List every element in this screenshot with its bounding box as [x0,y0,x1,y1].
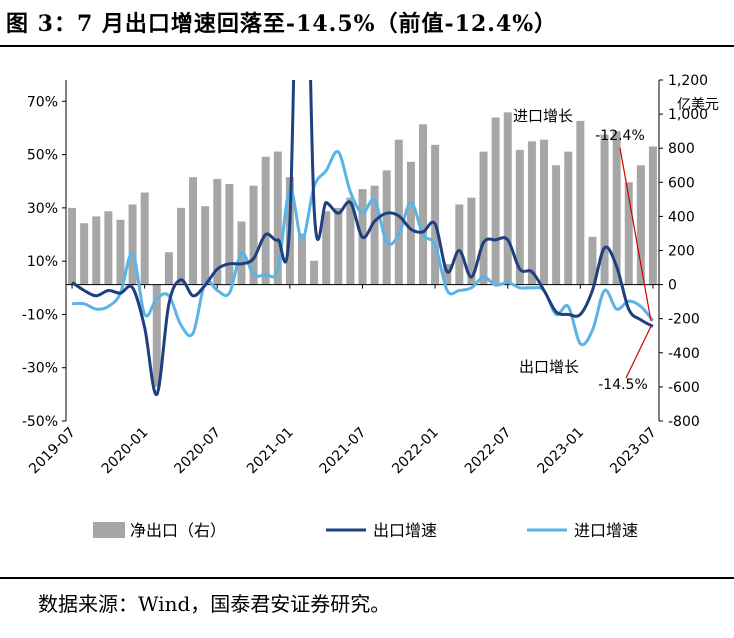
bar-2022-10 [540,139,549,285]
bar-2022-08 [515,149,524,285]
bar-2019-07 [68,207,77,285]
bar-2019-12 [128,204,137,285]
bar-2020-08 [225,184,234,285]
x-tick-label: 2021-01 [244,425,297,478]
bar-2021-10 [394,139,403,285]
bar-2021-06 [346,197,355,285]
bar-2021-08 [370,185,379,285]
right-tick-label: -400 [668,346,700,362]
legend-label-export: 出口增速 [373,521,437,540]
bar-2019-11 [116,219,125,285]
bar-2023-07 [648,146,657,285]
bar-2021-12 [419,124,428,285]
annotation-import: 进口增长 [513,107,573,125]
bar-2023-03 [600,134,609,285]
bar-2021-05 [334,207,343,285]
bar-2020-07 [213,178,222,285]
legend-swatch-net-export [93,522,125,538]
source-note: 数据来源：Wind，国泰君安证券研究。 [38,592,391,616]
bar-2022-09 [527,141,536,285]
bar-2023-01 [576,120,585,285]
bar-2022-04 [467,197,476,285]
chart: 70% 50% 30% 10% -10% -30% -50% 1,200 1,000 800 600… [22,73,719,540]
bar-2020-12 [273,151,282,285]
left-tick-label: 10% [27,254,58,270]
bar-2023-02 [588,236,597,285]
x-tick-label: 2020-01 [99,425,152,478]
bar-2020-02 [152,284,161,387]
bar-2022-07 [503,112,512,285]
legend-label-import: 进口增速 [574,521,638,540]
right-tick-label: 600 [668,175,695,191]
right-axis-unit: 亿美元 [677,97,719,113]
right-tick-label: -800 [668,414,700,430]
bar-2022-12 [564,151,573,285]
bar-2022-03 [455,204,464,285]
net-export-bars [68,112,657,387]
legend-label-net-export: 净出口（右） [130,521,226,540]
bar-2022-01 [431,144,440,285]
left-tick-label: -50% [22,414,58,430]
bar-2020-03 [164,252,173,285]
bar-2019-09 [92,216,101,285]
x-tick-label: 2023-07 [607,425,660,478]
bar-2021-11 [406,161,415,285]
x-tick-label: 2019-07 [26,425,79,478]
bar-2021-04 [322,211,331,285]
left-tick-label: 50% [27,148,58,164]
left-tick-label: -10% [22,307,58,323]
bar-2023-05 [624,182,633,285]
right-tick-label: 1,200 [668,73,708,89]
bar-2021-02 [297,233,306,285]
bar-2020-05 [189,177,198,285]
annotation-export-pointer [625,326,652,379]
right-tick-label: -200 [668,312,700,328]
bar-2021-03 [310,260,319,285]
x-tick-label: 2022-01 [389,425,442,478]
annotation-import-value: -12.4% [595,128,645,144]
x-tick-label: 2020-07 [171,425,224,478]
bar-2022-05 [479,151,488,285]
right-tick-label: 0 [668,278,677,294]
right-tick-label: 800 [668,141,695,157]
bar-2022-02 [443,264,452,285]
left-tick-label: -30% [22,361,58,377]
page-title: 图 3：7 月出口增速回落至-14.5%（前值-12.4%） [6,11,558,37]
source-rule [0,577,734,579]
right-tick-label: 200 [668,244,695,260]
right-tick-label: -600 [668,380,700,396]
right-tick-label: 400 [668,209,695,225]
annotation-export-value: -14.5% [598,377,648,393]
annotation-import-pointer [619,147,652,321]
bar-2022-11 [552,165,561,285]
title-rule [0,45,734,47]
x-tick-label: 2021-07 [317,425,370,478]
bar-2020-11 [261,156,270,285]
annotation-export: 出口增长 [519,358,579,376]
bar-2023-06 [636,165,645,285]
bar-2020-04 [176,207,185,285]
bar-2021-09 [382,170,391,285]
x-tick-label: 2023-01 [534,425,587,478]
import-growth-line [72,149,655,347]
left-tick-label: 70% [27,94,58,110]
bar-2020-01 [140,192,149,285]
bar-2023-04 [612,131,621,285]
bar-2022-06 [491,117,500,285]
left-tick-label: 30% [27,201,58,217]
x-tick-label: 2022-07 [462,425,515,478]
bar-2019-10 [104,211,113,285]
bar-2019-08 [80,223,89,285]
bar-2020-06 [201,206,210,285]
bar-2020-10 [249,185,258,285]
right-tick-label: 1,000 [668,107,708,123]
